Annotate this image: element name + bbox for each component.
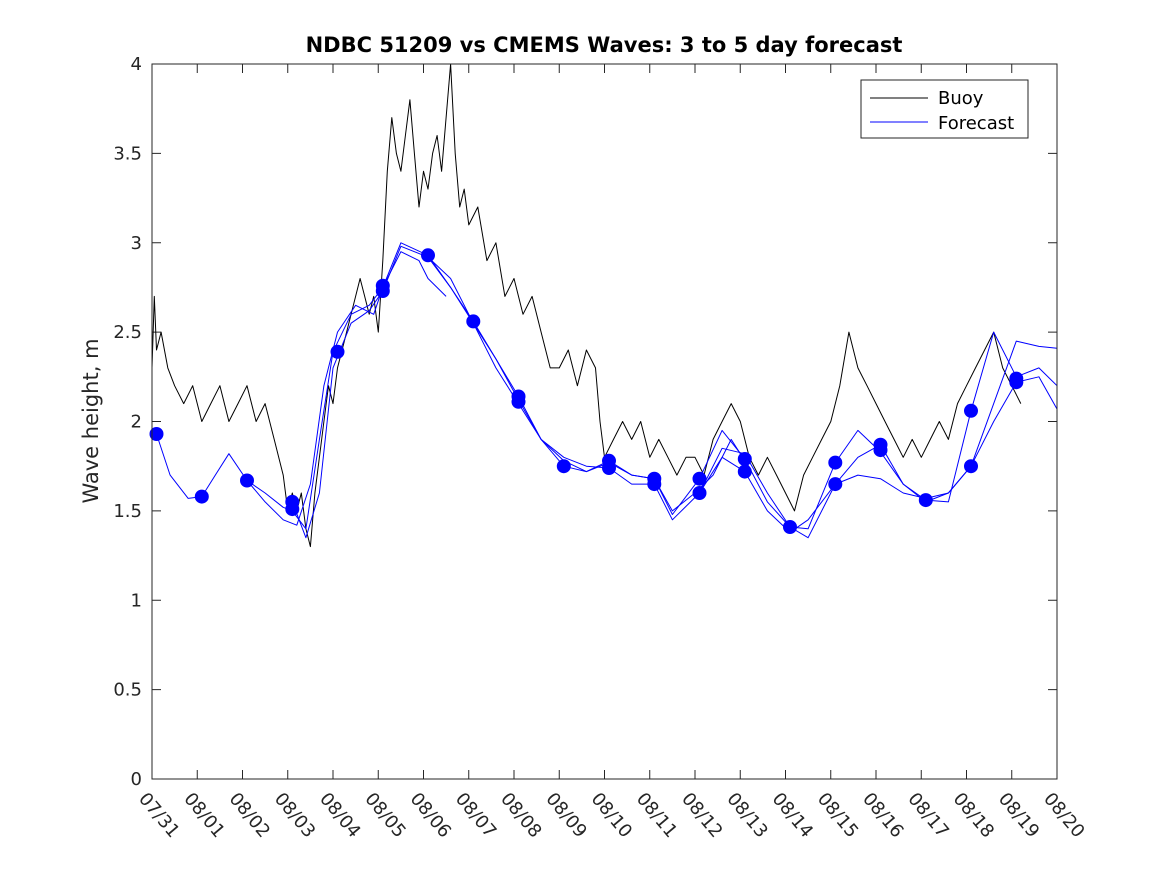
y-tick-label: 3 bbox=[131, 233, 142, 254]
forecast-marker bbox=[194, 489, 209, 504]
forecast-marker bbox=[375, 284, 390, 298]
y-tick-label: 2 bbox=[131, 412, 142, 433]
forecast-marker bbox=[737, 464, 752, 479]
series-line-forecast bbox=[699, 376, 1058, 533]
forecast-marker bbox=[602, 461, 616, 475]
forecast-marker bbox=[918, 493, 933, 508]
forecast-marker bbox=[556, 459, 571, 474]
forecast-marker bbox=[873, 443, 888, 458]
forecast-marker bbox=[737, 452, 752, 466]
chart-title: NDBC 51209 vs CMEMS Waves: 3 to 5 day fo… bbox=[306, 33, 903, 57]
axes-box bbox=[151, 63, 1058, 780]
legend-label-forecast: Forecast bbox=[938, 113, 1014, 134]
forecast-marker bbox=[421, 248, 435, 263]
forecast-marker bbox=[692, 486, 707, 500]
y-tick-label: 1 bbox=[131, 590, 142, 611]
forecast-marker bbox=[828, 477, 843, 492]
forecast-marker bbox=[1009, 375, 1024, 390]
legend-box bbox=[860, 79, 1029, 139]
y-axis-label: Wave height, m bbox=[79, 338, 103, 503]
forecast-marker bbox=[149, 427, 164, 441]
forecast-marker bbox=[240, 473, 254, 488]
plot-area bbox=[152, 64, 1057, 779]
forecast-marker bbox=[964, 403, 978, 418]
forecast-marker bbox=[828, 455, 843, 470]
y-tick-label: 0.5 bbox=[113, 680, 142, 701]
y-tick-label: 1.5 bbox=[113, 501, 142, 522]
forecast-marker bbox=[964, 459, 978, 474]
y-tick-label: 2.5 bbox=[113, 322, 142, 343]
y-tick-label: 0 bbox=[131, 769, 142, 790]
legend: Buoy Forecast bbox=[860, 79, 1029, 139]
forecast-marker bbox=[647, 477, 662, 492]
forecast-marker bbox=[511, 394, 526, 409]
forecast-marker bbox=[330, 344, 345, 359]
legend-label-buoy: Buoy bbox=[938, 88, 984, 109]
y-tick-label: 3.5 bbox=[113, 143, 142, 164]
forecast-marker bbox=[692, 471, 707, 486]
y-tick-label: 4 bbox=[131, 54, 142, 75]
forecast-marker bbox=[783, 520, 797, 534]
forecast-marker bbox=[285, 502, 300, 517]
forecast-marker bbox=[466, 314, 481, 329]
forecast-markers bbox=[149, 248, 1024, 534]
